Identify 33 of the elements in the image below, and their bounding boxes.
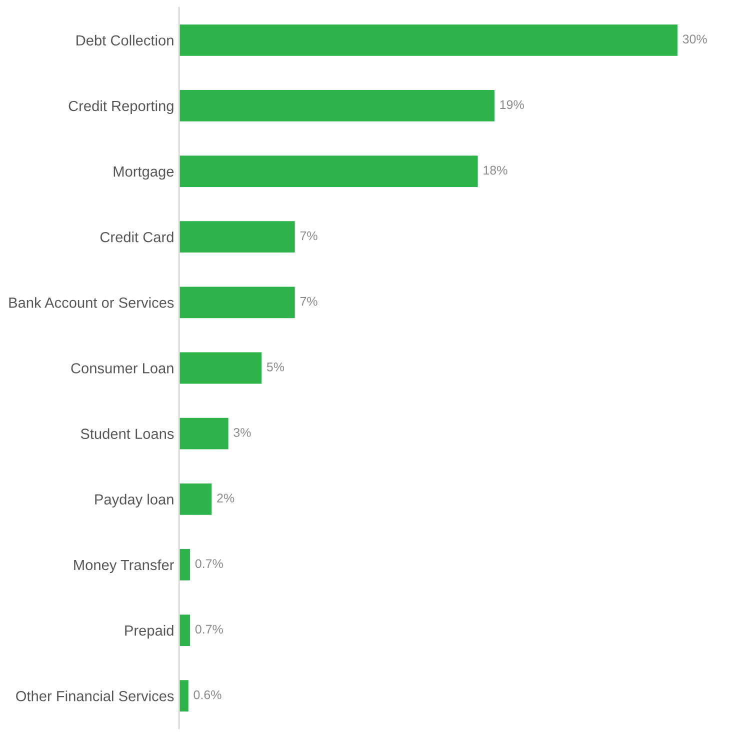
y-tick-label: Prepaid bbox=[125, 625, 174, 639]
bar bbox=[179, 154, 480, 188]
y-tick-label: Credit Reporting bbox=[68, 100, 174, 114]
data-label: 3% bbox=[234, 428, 251, 437]
bar bbox=[179, 220, 296, 254]
bar bbox=[179, 678, 190, 713]
bar bbox=[179, 23, 679, 58]
bar bbox=[179, 548, 192, 582]
y-tick-label: Payday loan bbox=[95, 494, 174, 508]
data-label: 5% bbox=[266, 362, 284, 372]
y-tick-label: Debt Collection bbox=[76, 34, 174, 46]
bar bbox=[179, 416, 230, 451]
y-tick-label: Mortgage bbox=[114, 166, 174, 180]
y-tick-label: Other Financial Services bbox=[16, 690, 174, 702]
y-tick-label: Bank Account or Services bbox=[9, 297, 174, 308]
data-label: 19% bbox=[500, 100, 524, 110]
bar bbox=[179, 285, 296, 320]
data-label: 0.7% bbox=[195, 559, 223, 568]
y-tick-label: Credit Card bbox=[100, 232, 174, 242]
bar bbox=[179, 613, 192, 648]
bar bbox=[179, 482, 214, 516]
data-label: 0.6% bbox=[194, 690, 222, 700]
data-label: 7% bbox=[300, 296, 318, 306]
data-label: 30% bbox=[682, 34, 707, 44]
y-tick-label: Money Transfer bbox=[74, 559, 174, 574]
y-tick-label: Student Loans bbox=[80, 428, 174, 439]
data-label: 0.7% bbox=[195, 624, 223, 634]
data-label: 2% bbox=[217, 494, 234, 502]
data-label: 18% bbox=[484, 166, 508, 175]
bar bbox=[179, 88, 496, 123]
data-label: 7% bbox=[300, 231, 318, 240]
bar bbox=[179, 350, 263, 386]
y-tick-label: Consumer Loan bbox=[71, 363, 174, 374]
